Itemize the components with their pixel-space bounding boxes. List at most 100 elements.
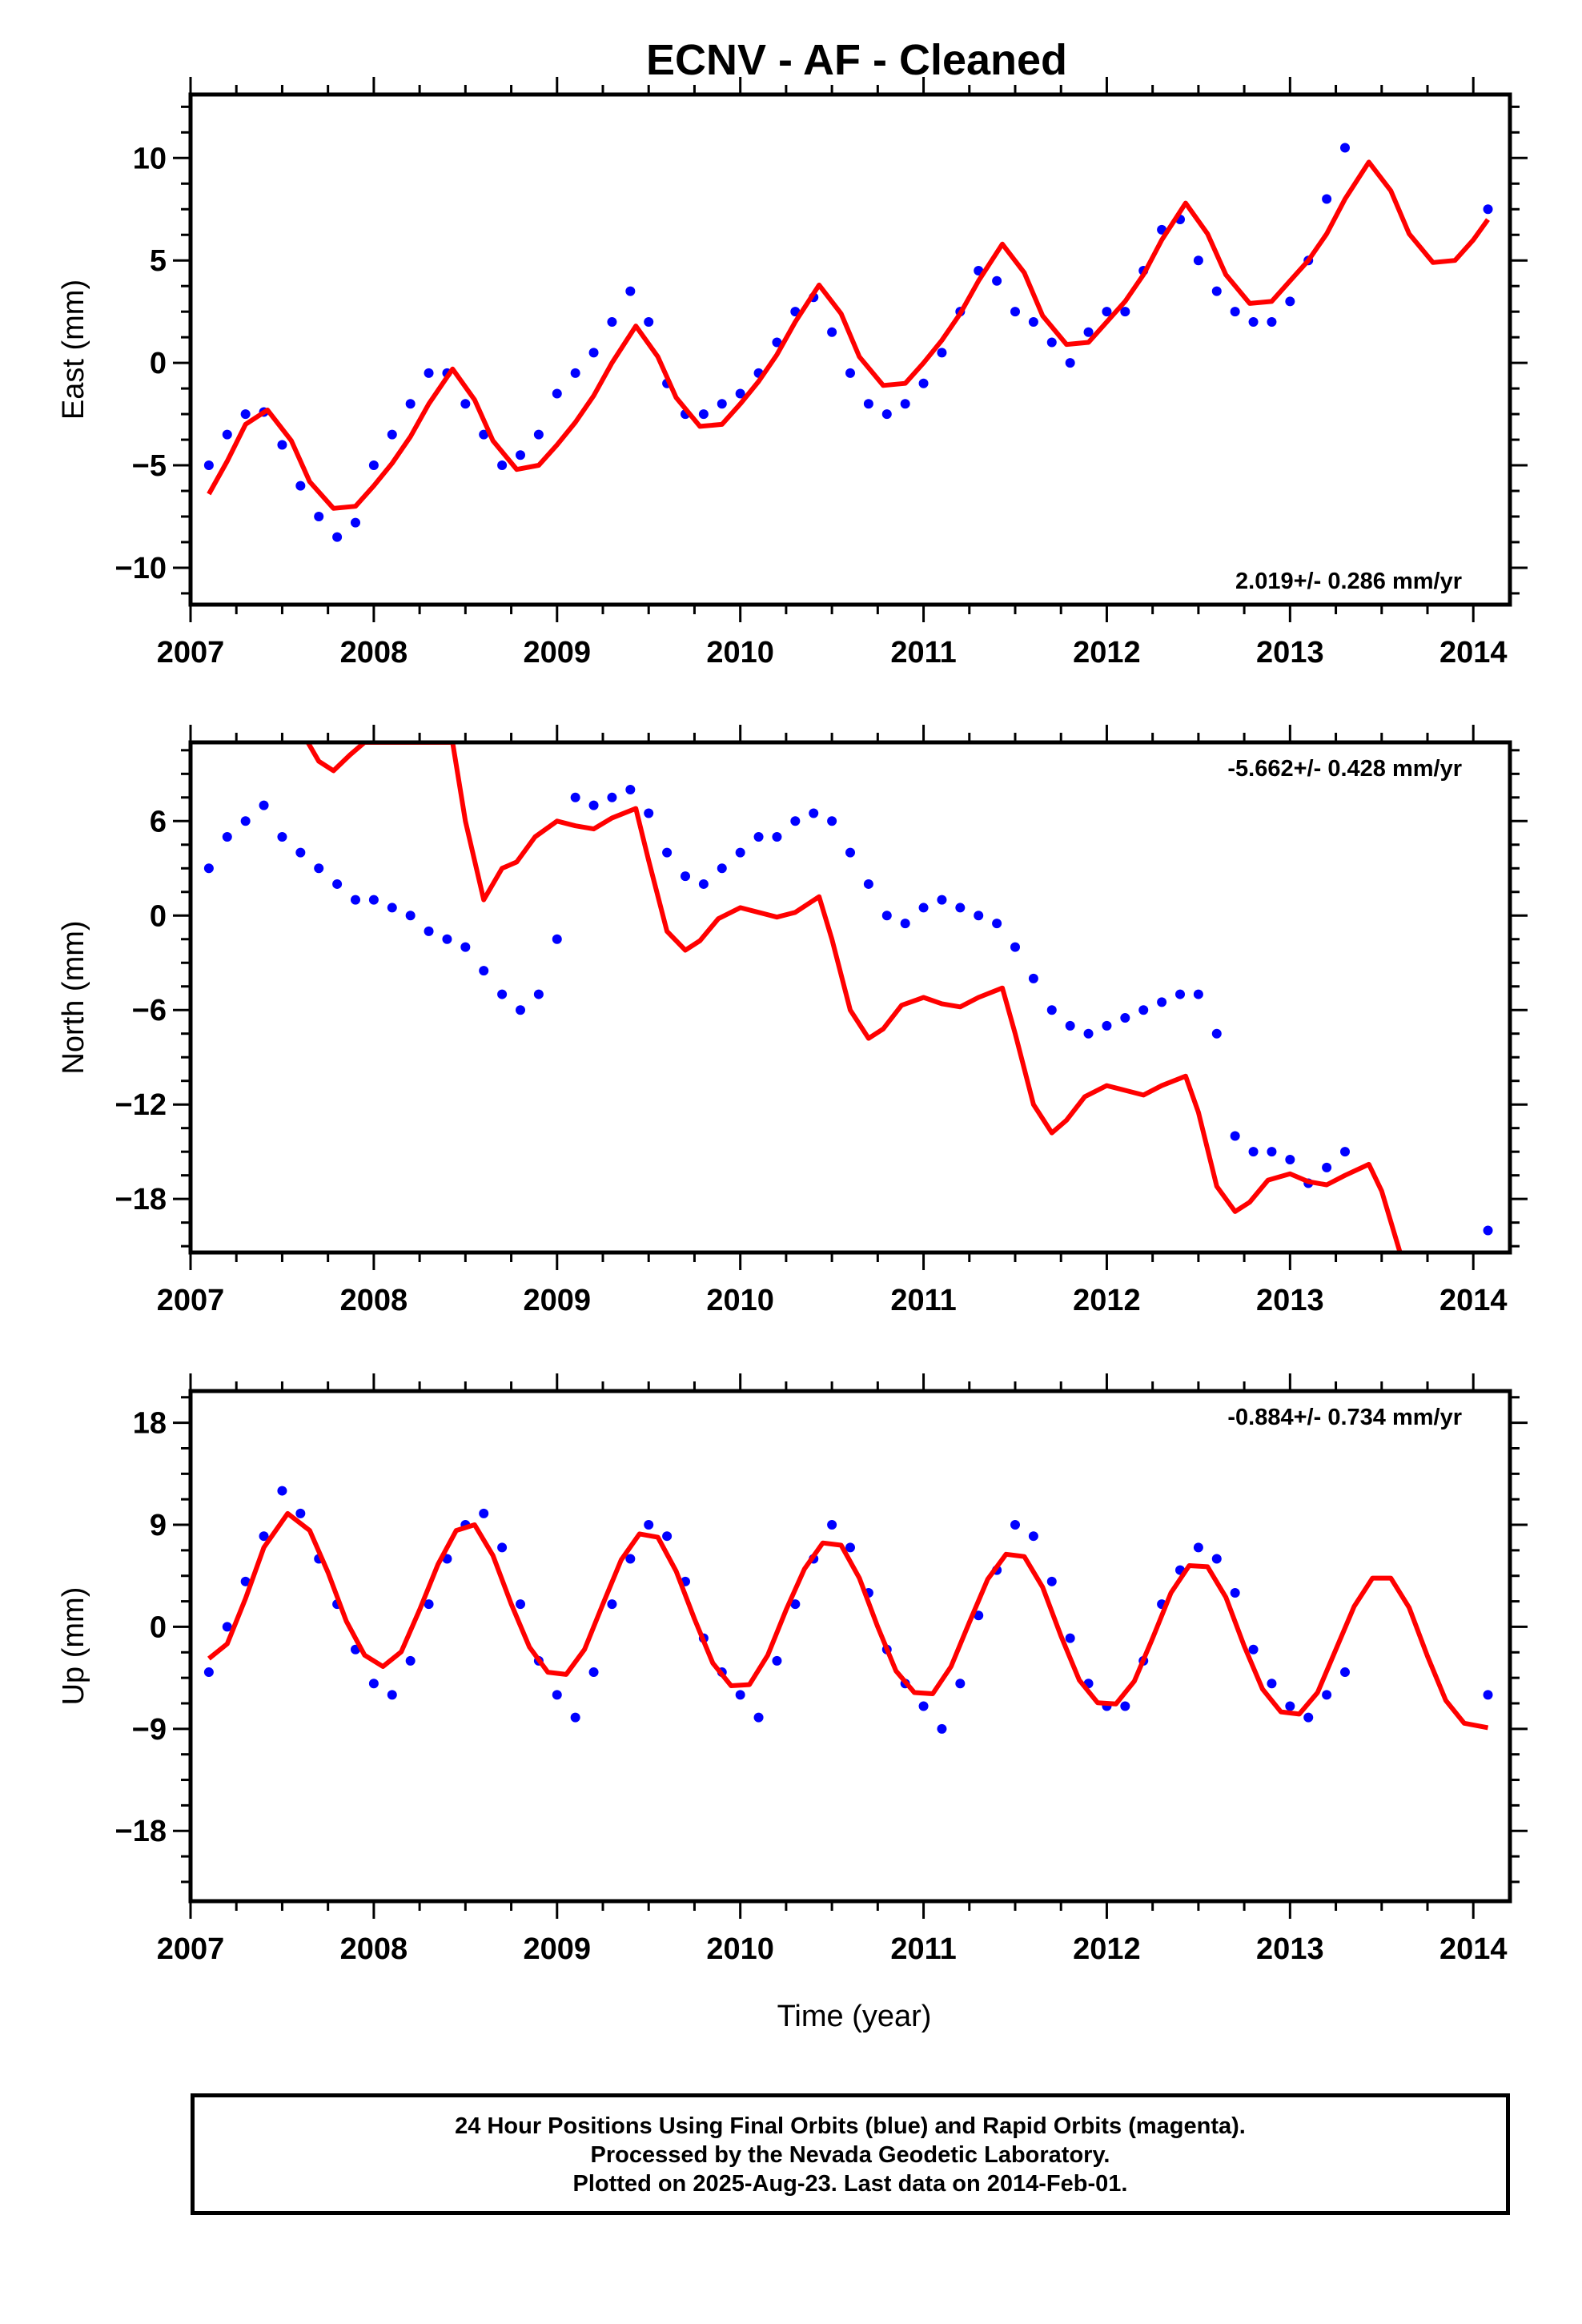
- east-data-point: [937, 348, 947, 358]
- up-x-tick-label: 2007: [157, 1932, 225, 1966]
- north-data-point: [240, 816, 251, 826]
- east-x-tick-label: 2013: [1256, 636, 1324, 669]
- east-data-point: [240, 409, 251, 420]
- up-data-point: [479, 1508, 489, 1518]
- up-x-tick-label: 2014: [1439, 1932, 1508, 1966]
- up-data-point: [625, 1554, 636, 1564]
- north-data-point: [918, 903, 929, 913]
- north-data-point: [1046, 1005, 1057, 1015]
- north-data-point: [662, 847, 673, 858]
- up-data-point: [240, 1576, 251, 1586]
- east-data-point: [1028, 316, 1038, 327]
- north-data-point: [1028, 973, 1038, 983]
- north-data-point: [1175, 989, 1185, 999]
- up-data-point: [974, 1610, 984, 1621]
- east-data-point: [607, 316, 617, 327]
- up-data-point: [607, 1599, 617, 1610]
- up-data-point: [516, 1599, 525, 1610]
- east-y-tick-label: −10: [115, 552, 167, 585]
- east-data-point: [1230, 307, 1240, 317]
- north-frame: [188, 740, 1512, 1255]
- up-data-point: [644, 1520, 654, 1530]
- north-panel: 2007 2008 2009 2010 2011 2012 2013 2014 −18 −12 −6…: [57, 725, 1528, 1317]
- up-data-point: [1322, 1690, 1332, 1700]
- up-data-point: [1230, 1587, 1240, 1598]
- up-data-point: [735, 1690, 745, 1700]
- north-model-line: [305, 742, 1403, 1252]
- north-data-point: [570, 792, 580, 802]
- north-x-tick-label: 2008: [340, 1284, 408, 1317]
- north-x-tick-label: 2011: [890, 1284, 956, 1317]
- east-data-point: [1102, 307, 1112, 317]
- north-data-point: [772, 831, 782, 842]
- east-x-tick-label: 2007: [157, 636, 225, 669]
- footer-box: 24 Hour Positions Using Final Orbits (bl…: [191, 2093, 1510, 2215]
- north-y-axis-title: North (mm): [57, 920, 90, 1074]
- north-data-point: [277, 831, 287, 842]
- east-y-tick-label: 10: [133, 142, 167, 175]
- east-plot-area: [203, 143, 1493, 542]
- north-data-point: [827, 816, 837, 826]
- north-data-point: [1230, 1131, 1240, 1141]
- north-data-point: [368, 895, 379, 905]
- north-data-point: [1102, 1020, 1112, 1031]
- east-rate-label: 2.019+/- 0.286 mm/yr: [1235, 569, 1462, 594]
- north-data-point: [222, 831, 232, 842]
- up-data-point: [1211, 1554, 1222, 1564]
- east-data-point: [479, 429, 489, 440]
- east-data-point: [900, 399, 910, 409]
- east-x-tick-label: 2010: [706, 636, 774, 669]
- north-data-point: [644, 808, 654, 818]
- east-data-point: [735, 388, 745, 399]
- north-data-point: [1120, 1013, 1130, 1023]
- up-plot-area: [203, 1486, 1493, 1734]
- north-y-tick-label: −6: [132, 994, 167, 1027]
- north-data-point: [1083, 1028, 1094, 1039]
- east-data-point: [460, 399, 471, 409]
- east-data-point: [772, 337, 782, 348]
- north-data-point: [1193, 989, 1203, 999]
- north-data-point: [863, 879, 873, 889]
- east-data-point: [332, 532, 343, 542]
- north-data-point: [1340, 1147, 1350, 1157]
- up-x-tick-label: 2010: [706, 1932, 774, 1966]
- north-y-tick-label: −18: [115, 1183, 167, 1216]
- north-data-point: [1285, 1155, 1295, 1165]
- up-data-point: [845, 1542, 855, 1553]
- east-data-point: [1193, 255, 1203, 266]
- east-data-point: [516, 450, 525, 460]
- east-x-tick-label: 2008: [340, 636, 408, 669]
- north-data-point: [900, 919, 910, 929]
- north-x-tick-label: 2007: [157, 1284, 225, 1317]
- east-data-point: [625, 286, 636, 296]
- north-data-point: [332, 879, 343, 889]
- north-data-point: [479, 966, 489, 976]
- east-data-point: [845, 368, 855, 378]
- north-data-point: [1065, 1020, 1075, 1031]
- north-data-point: [955, 903, 966, 913]
- up-x-tick-label: 2011: [890, 1932, 956, 1966]
- up-y-tick-label: −18: [115, 1815, 167, 1848]
- north-y-tick-label: 0: [150, 899, 167, 933]
- up-y-tick-label: 9: [150, 1509, 167, 1542]
- up-data-point: [1010, 1520, 1020, 1530]
- north-data-point: [497, 989, 508, 999]
- east-data-point: [698, 409, 709, 420]
- north-data-point: [992, 919, 1002, 929]
- north-data-point: [1138, 1005, 1149, 1015]
- north-x-tick-label: 2013: [1256, 1284, 1324, 1317]
- east-data-point: [277, 440, 287, 450]
- north-rate-label: -5.662+/- 0.428 mm/yr: [1227, 756, 1462, 782]
- east-data-point: [644, 316, 654, 327]
- east-model-line: [207, 159, 1490, 511]
- up-frame: [188, 1389, 1512, 1904]
- up-y-tick-label: 18: [133, 1407, 167, 1441]
- east-y-tick-label: 5: [150, 244, 167, 278]
- up-x-tick-label: 2012: [1073, 1932, 1141, 1966]
- north-data-point: [295, 847, 306, 858]
- north-data-point: [460, 942, 471, 952]
- east-y-axis-title: East (mm): [57, 279, 90, 420]
- north-plot-area: [203, 742, 1493, 1252]
- east-data-point: [222, 429, 232, 440]
